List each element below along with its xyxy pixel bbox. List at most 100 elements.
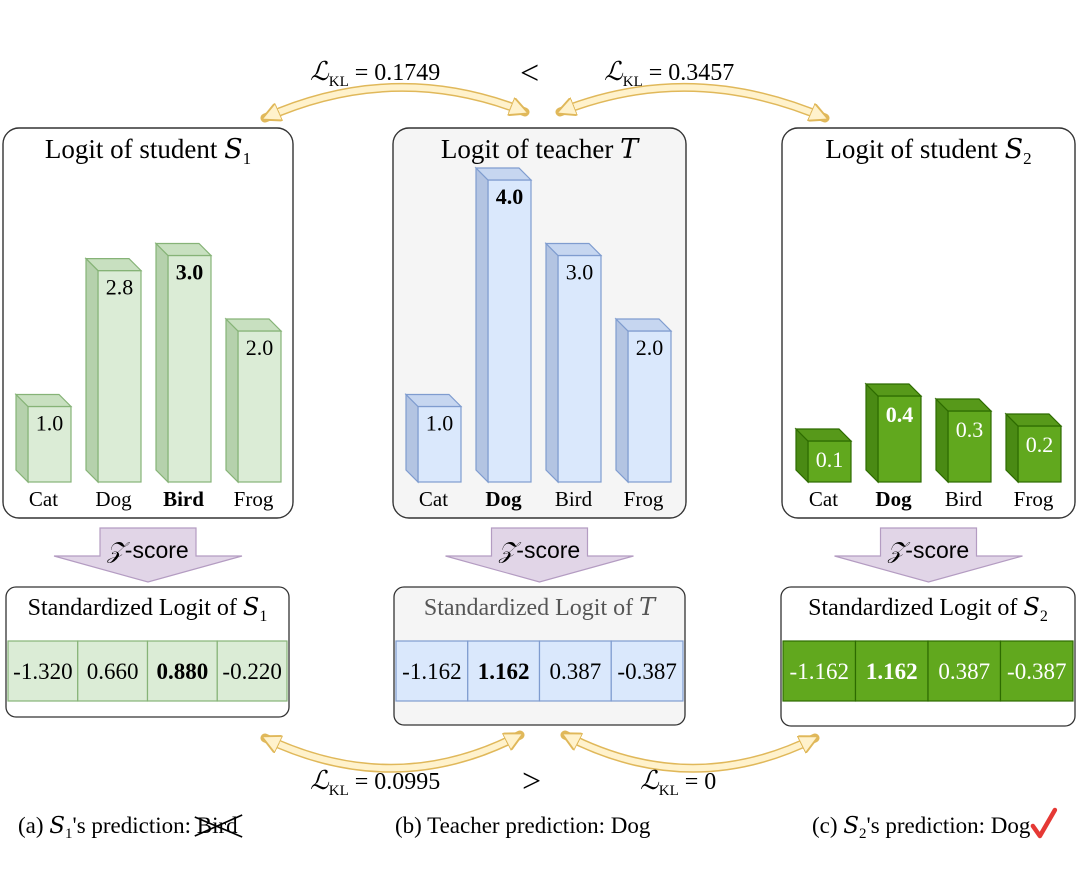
standardized-title: Standardized Logit of S1 — [28, 593, 268, 625]
bar-side — [615, 317, 629, 484]
kl-bottom-comparator: > — [522, 763, 541, 800]
panel-frame — [2, 127, 294, 519]
bar-value-label: 2.0 — [246, 335, 274, 360]
bar-front — [237, 330, 282, 483]
strikethrough-mark — [194, 816, 243, 838]
bar-front — [627, 330, 672, 483]
panel-title: Logit of teacher T — [441, 134, 640, 165]
standardized-title: Standardized Logit of S2 — [808, 593, 1048, 625]
bar-top — [154, 242, 213, 257]
panel-frame — [781, 127, 1076, 519]
kl-top-right-label: ℒKL = 0.3457 — [604, 57, 734, 90]
bar-top — [404, 393, 463, 408]
bar-top — [864, 383, 923, 397]
panel-title: Logit of student S2 — [825, 134, 1031, 168]
panel-student2: Logit of student S2 0.1 Cat 0.4 Dog 0.3 Bird 0.… — [780, 127, 1076, 727]
bar-front — [487, 179, 532, 483]
bar-side — [85, 257, 99, 484]
standardized-cell — [216, 640, 288, 702]
bar-front — [167, 254, 212, 483]
bar-front — [97, 270, 142, 483]
bar-top — [934, 398, 993, 412]
bar-front — [557, 254, 602, 483]
bar-value-label: 0.3 — [956, 417, 984, 442]
standardized-value: -1.320 — [13, 659, 72, 684]
kl-top-right-arrow — [560, 84, 825, 118]
bar-dog: 2.8 — [84, 257, 143, 484]
standardized-cell — [999, 640, 1074, 702]
kl-bottom: ℒKL = 0.0995 > ℒKL = 0 — [265, 730, 815, 800]
standardized-value: 0.387 — [550, 659, 602, 684]
bar-value-label: 0.2 — [1026, 432, 1054, 457]
bar-top — [14, 393, 73, 408]
zscore-label: 𝒵-score — [106, 537, 188, 564]
standardized-value: 0.880 — [157, 659, 209, 684]
bar-dog: 0.4 — [864, 382, 923, 484]
category-label: Dog — [95, 487, 132, 511]
bar-cat: 1.0 — [404, 393, 463, 484]
standardized-cell — [538, 640, 612, 702]
standardized-cell — [782, 640, 857, 702]
standardized-title: Standardized Logit of T — [424, 593, 657, 621]
standardized-cell — [77, 640, 149, 702]
standardized-value: 0.387 — [938, 659, 990, 684]
category-label: Cat — [29, 487, 58, 511]
bar-frog: 2.0 — [224, 317, 283, 484]
bar-top — [224, 318, 283, 332]
bar-top — [1004, 413, 1063, 427]
bar-side — [935, 397, 949, 484]
standardized-value: -1.162 — [790, 659, 849, 684]
bar-cat: 1.0 — [14, 393, 73, 484]
bar-value-label: 0.4 — [886, 402, 914, 427]
zscore-arrow-shape — [834, 527, 1023, 583]
bar-value-label: 0.1 — [816, 447, 844, 472]
bar-top — [794, 428, 853, 442]
bar-side — [225, 317, 239, 484]
standardized-cell — [7, 640, 79, 702]
kl-top-left-arrow — [265, 84, 525, 118]
category-label: Cat — [419, 487, 448, 511]
panel-student1: Logit of student S1 1.0 Cat 2.8 Dog 3.0 Bird 2.… — [2, 127, 294, 718]
category-label: Bird — [555, 487, 593, 511]
bar-top — [84, 258, 143, 272]
caption-a: (a) S1's prediction: Bird — [18, 813, 238, 842]
standardized-value: 1.162 — [866, 659, 918, 684]
panel-teacher: Logit of teacher T 1.0 Cat 4.0 Dog 3.0 Bird 2.0… — [392, 127, 687, 726]
strikethrough-mark — [194, 814, 243, 837]
bar-value-label: 4.0 — [496, 184, 524, 209]
bar-dog: 4.0 — [474, 166, 533, 484]
zscore-arrow-shape — [445, 527, 634, 583]
bar-front — [417, 405, 462, 483]
bar-bird: 3.0 — [544, 242, 603, 484]
panel-frame — [392, 127, 687, 519]
category-label: Cat — [809, 487, 838, 511]
bar-side — [865, 382, 879, 484]
bar-top — [544, 242, 603, 257]
bar-side — [545, 242, 559, 484]
kl-bottom-left-label: ℒKL = 0.0995 — [310, 766, 440, 799]
kl-bottom-right-arrow — [565, 735, 815, 772]
zscore-label: 𝒵-score — [498, 537, 580, 564]
bar-value-label: 3.0 — [566, 260, 594, 285]
bar-front — [947, 410, 992, 483]
standardized-value: -1.162 — [402, 659, 461, 684]
standardized-cell — [610, 640, 684, 702]
kl-top-comparator: < — [520, 55, 539, 92]
zscore-arrow: 𝒵-score — [834, 527, 1023, 583]
bar-bird: 0.3 — [934, 397, 993, 484]
bar-frog: 0.2 — [1004, 412, 1063, 484]
category-label: Frog — [234, 487, 274, 511]
category-label: Dog — [875, 487, 912, 511]
caption-b: (b) Teacher prediction: Dog — [395, 813, 651, 838]
kl-top: ℒKL = 0.1749 < ℒKL = 0.3457 — [265, 55, 825, 123]
zscore-arrow: 𝒵-score — [53, 527, 243, 583]
bar-value-label: 1.0 — [36, 411, 64, 436]
bar-bird: 3.0 — [154, 242, 213, 484]
standardized-value: -0.387 — [1007, 659, 1066, 684]
bar-side — [15, 393, 29, 484]
zscore-label: 𝒵-score — [887, 537, 969, 564]
bar-value-label: 1.0 — [426, 411, 454, 436]
bar-top — [614, 318, 673, 332]
category-label: Frog — [1014, 487, 1054, 511]
bar-side — [475, 166, 489, 484]
